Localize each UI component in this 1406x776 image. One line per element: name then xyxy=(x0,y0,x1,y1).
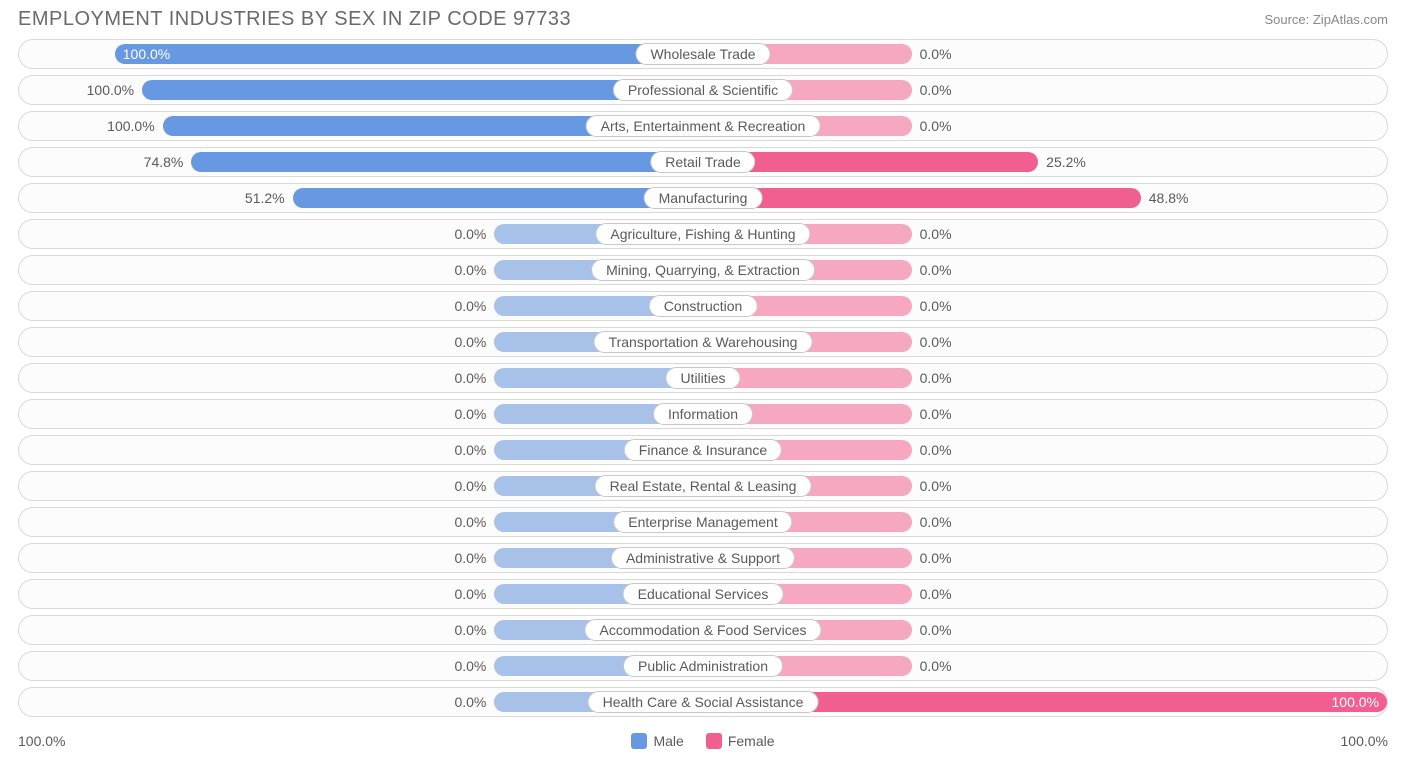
chart-row: 0.0% 0.0% Administrative & Support xyxy=(18,543,1388,573)
female-pct-label: 0.0% xyxy=(920,334,952,350)
diverging-bar-chart: 100.0% 0.0% Wholesale Trade 100.0% 0.0% Profe… xyxy=(0,35,1406,731)
category-label: Manufacturing xyxy=(644,187,763,209)
male-pct-label: 0.0% xyxy=(454,262,486,278)
female-pct-label: 100.0% xyxy=(1332,694,1379,710)
male-bar xyxy=(115,44,703,64)
male-pct-label: 0.0% xyxy=(454,550,486,566)
category-label: Mining, Quarrying, & Extraction xyxy=(591,259,815,281)
category-label: Public Administration xyxy=(623,655,783,677)
category-label: Arts, Entertainment & Recreation xyxy=(586,115,821,137)
chart-row: 0.0% 0.0% Construction xyxy=(18,291,1388,321)
male-pct-label: 74.8% xyxy=(144,154,184,170)
chart-row: 51.2% 48.8% Manufacturing xyxy=(18,183,1388,213)
category-label: Educational Services xyxy=(623,583,784,605)
male-pct-label: 0.0% xyxy=(454,226,486,242)
chart-row: 0.0% 0.0% Enterprise Management xyxy=(18,507,1388,537)
category-label: Construction xyxy=(649,295,758,317)
category-label: Professional & Scientific xyxy=(613,79,793,101)
female-pct-label: 0.0% xyxy=(920,298,952,314)
male-pct-label: 100.0% xyxy=(87,82,134,98)
female-pct-label: 0.0% xyxy=(920,550,952,566)
male-pct-label: 0.0% xyxy=(454,442,486,458)
chart-row: 100.0% 0.0% Professional & Scientific xyxy=(18,75,1388,105)
female-bar xyxy=(703,188,1141,208)
axis-left-label: 100.0% xyxy=(18,733,65,749)
chart-row: 0.0% 0.0% Agriculture, Fishing & Hunting xyxy=(18,219,1388,249)
legend-item-male: Male xyxy=(631,733,683,749)
chart-row: 0.0% 0.0% Public Administration xyxy=(18,651,1388,681)
female-swatch-icon xyxy=(706,733,722,749)
male-pct-label: 0.0% xyxy=(454,478,486,494)
male-swatch-icon xyxy=(631,733,647,749)
male-bar xyxy=(191,152,703,172)
chart-row: 0.0% 0.0% Real Estate, Rental & Leasing xyxy=(18,471,1388,501)
legend: Male Female xyxy=(631,733,774,749)
female-pct-label: 0.0% xyxy=(920,370,952,386)
male-pct-label: 0.0% xyxy=(454,586,486,602)
male-pct-label: 0.0% xyxy=(454,370,486,386)
category-label: Finance & Insurance xyxy=(624,439,782,461)
axis-right-label: 100.0% xyxy=(1341,733,1388,749)
male-pct-label: 0.0% xyxy=(454,406,486,422)
female-pct-label: 0.0% xyxy=(920,586,952,602)
chart-row: 0.0% 0.0% Educational Services xyxy=(18,579,1388,609)
legend-label: Female xyxy=(728,733,775,749)
category-label: Retail Trade xyxy=(650,151,755,173)
chart-row: 100.0% 0.0% Arts, Entertainment & Recreati… xyxy=(18,111,1388,141)
legend-label: Male xyxy=(653,733,683,749)
female-pct-label: 0.0% xyxy=(920,46,952,62)
male-pct-label: 0.0% xyxy=(454,694,486,710)
legend-item-female: Female xyxy=(706,733,775,749)
female-pct-label: 48.8% xyxy=(1149,190,1189,206)
female-pct-label: 0.0% xyxy=(920,262,952,278)
category-label: Utilities xyxy=(665,367,740,389)
chart-row: 0.0% 0.0% Accommodation & Food Services xyxy=(18,615,1388,645)
female-pct-label: 0.0% xyxy=(920,226,952,242)
female-pct-label: 0.0% xyxy=(920,514,952,530)
male-pct-label: 0.0% xyxy=(454,658,486,674)
female-pct-label: 0.0% xyxy=(920,118,952,134)
category-label: Agriculture, Fishing & Hunting xyxy=(595,223,810,245)
category-label: Wholesale Trade xyxy=(635,43,770,65)
category-label: Administrative & Support xyxy=(611,547,795,569)
male-bar xyxy=(293,188,703,208)
category-label: Enterprise Management xyxy=(613,511,792,533)
category-label: Health Care & Social Assistance xyxy=(588,691,819,713)
category-label: Transportation & Warehousing xyxy=(594,331,813,353)
chart-row: 0.0% 0.0% Mining, Quarrying, & Extraction xyxy=(18,255,1388,285)
chart-row: 100.0% 0.0% Wholesale Trade xyxy=(18,39,1388,69)
female-pct-label: 0.0% xyxy=(920,442,952,458)
male-pct-label: 0.0% xyxy=(454,622,486,638)
chart-row: 74.8% 25.2% Retail Trade xyxy=(18,147,1388,177)
male-pct-label: 0.0% xyxy=(454,298,486,314)
chart-row: 0.0% 0.0% Transportation & Warehousing xyxy=(18,327,1388,357)
male-pct-label: 51.2% xyxy=(245,190,285,206)
female-pct-label: 0.0% xyxy=(920,82,952,98)
category-label: Real Estate, Rental & Leasing xyxy=(595,475,812,497)
male-pct-label: 0.0% xyxy=(454,334,486,350)
female-pct-label: 25.2% xyxy=(1046,154,1086,170)
chart-row: 0.0% 100.0% Health Care & Social Assistanc… xyxy=(18,687,1388,717)
chart-title: EMPLOYMENT INDUSTRIES BY SEX IN ZIP CODE… xyxy=(18,8,571,31)
female-pct-label: 0.0% xyxy=(920,658,952,674)
male-pct-label: 0.0% xyxy=(454,514,486,530)
chart-row: 0.0% 0.0% Finance & Insurance xyxy=(18,435,1388,465)
male-pct-label: 100.0% xyxy=(123,46,170,62)
female-pct-label: 0.0% xyxy=(920,478,952,494)
category-label: Information xyxy=(653,403,753,425)
category-label: Accommodation & Food Services xyxy=(585,619,822,641)
chart-row: 0.0% 0.0% Utilities xyxy=(18,363,1388,393)
chart-row: 0.0% 0.0% Information xyxy=(18,399,1388,429)
female-pct-label: 0.0% xyxy=(920,622,952,638)
male-pct-label: 100.0% xyxy=(107,118,154,134)
female-pct-label: 0.0% xyxy=(920,406,952,422)
chart-source: Source: ZipAtlas.com xyxy=(1264,12,1388,27)
